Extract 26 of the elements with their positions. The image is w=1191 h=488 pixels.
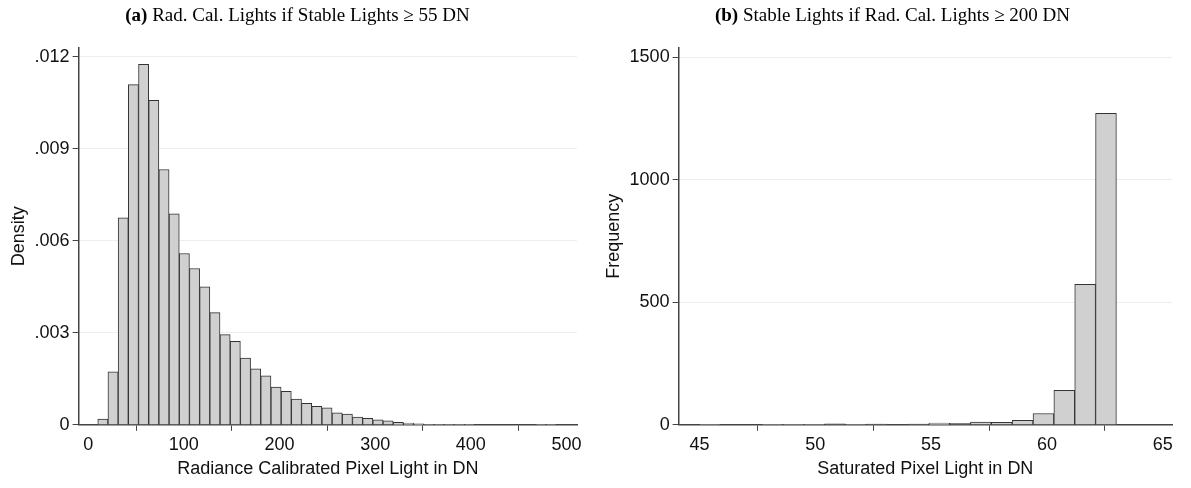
x-axis-title: Radiance Calibrated Pixel Light in DN	[177, 458, 479, 479]
x-tick-label: 300	[360, 433, 391, 454]
y-tick-label: 1500	[629, 46, 670, 67]
y-tick-label: 0	[659, 413, 670, 434]
y-axis-title: Density	[7, 206, 28, 267]
x-tick-label: 45	[689, 433, 710, 454]
y-tick-label: .009	[34, 137, 70, 158]
x-tick-label: 400	[455, 433, 486, 454]
y-axis-title: Frequency	[602, 193, 623, 279]
x-tick-label: 0	[83, 433, 94, 454]
x-tick-label: 100	[168, 433, 199, 454]
x-tick-label: 200	[264, 433, 295, 454]
chart-title: (b) Stable Lights if Rad. Cal. Lights ≥ 200 DN	[713, 3, 1072, 27]
y-tick-label: 500	[639, 291, 670, 312]
x-tick-label: 60	[1036, 433, 1057, 454]
y-tick-label: .003	[34, 321, 70, 342]
y-tick-label: 0	[59, 413, 70, 434]
x-tick-label: 65	[1152, 433, 1173, 454]
chart-title: (a) Rad. Cal. Lights if Stable Lights ≥ 55 DN	[124, 3, 471, 27]
y-tick-label: 1000	[629, 168, 670, 189]
y-tick-label: .012	[34, 45, 70, 66]
x-tick-label: 500	[551, 433, 582, 454]
y-tick-label: .006	[34, 229, 70, 250]
x-tick-label: 55	[921, 433, 942, 454]
x-tick-label: 50	[805, 433, 826, 454]
x-axis-title: Saturated Pixel Light in DN	[817, 458, 1034, 479]
